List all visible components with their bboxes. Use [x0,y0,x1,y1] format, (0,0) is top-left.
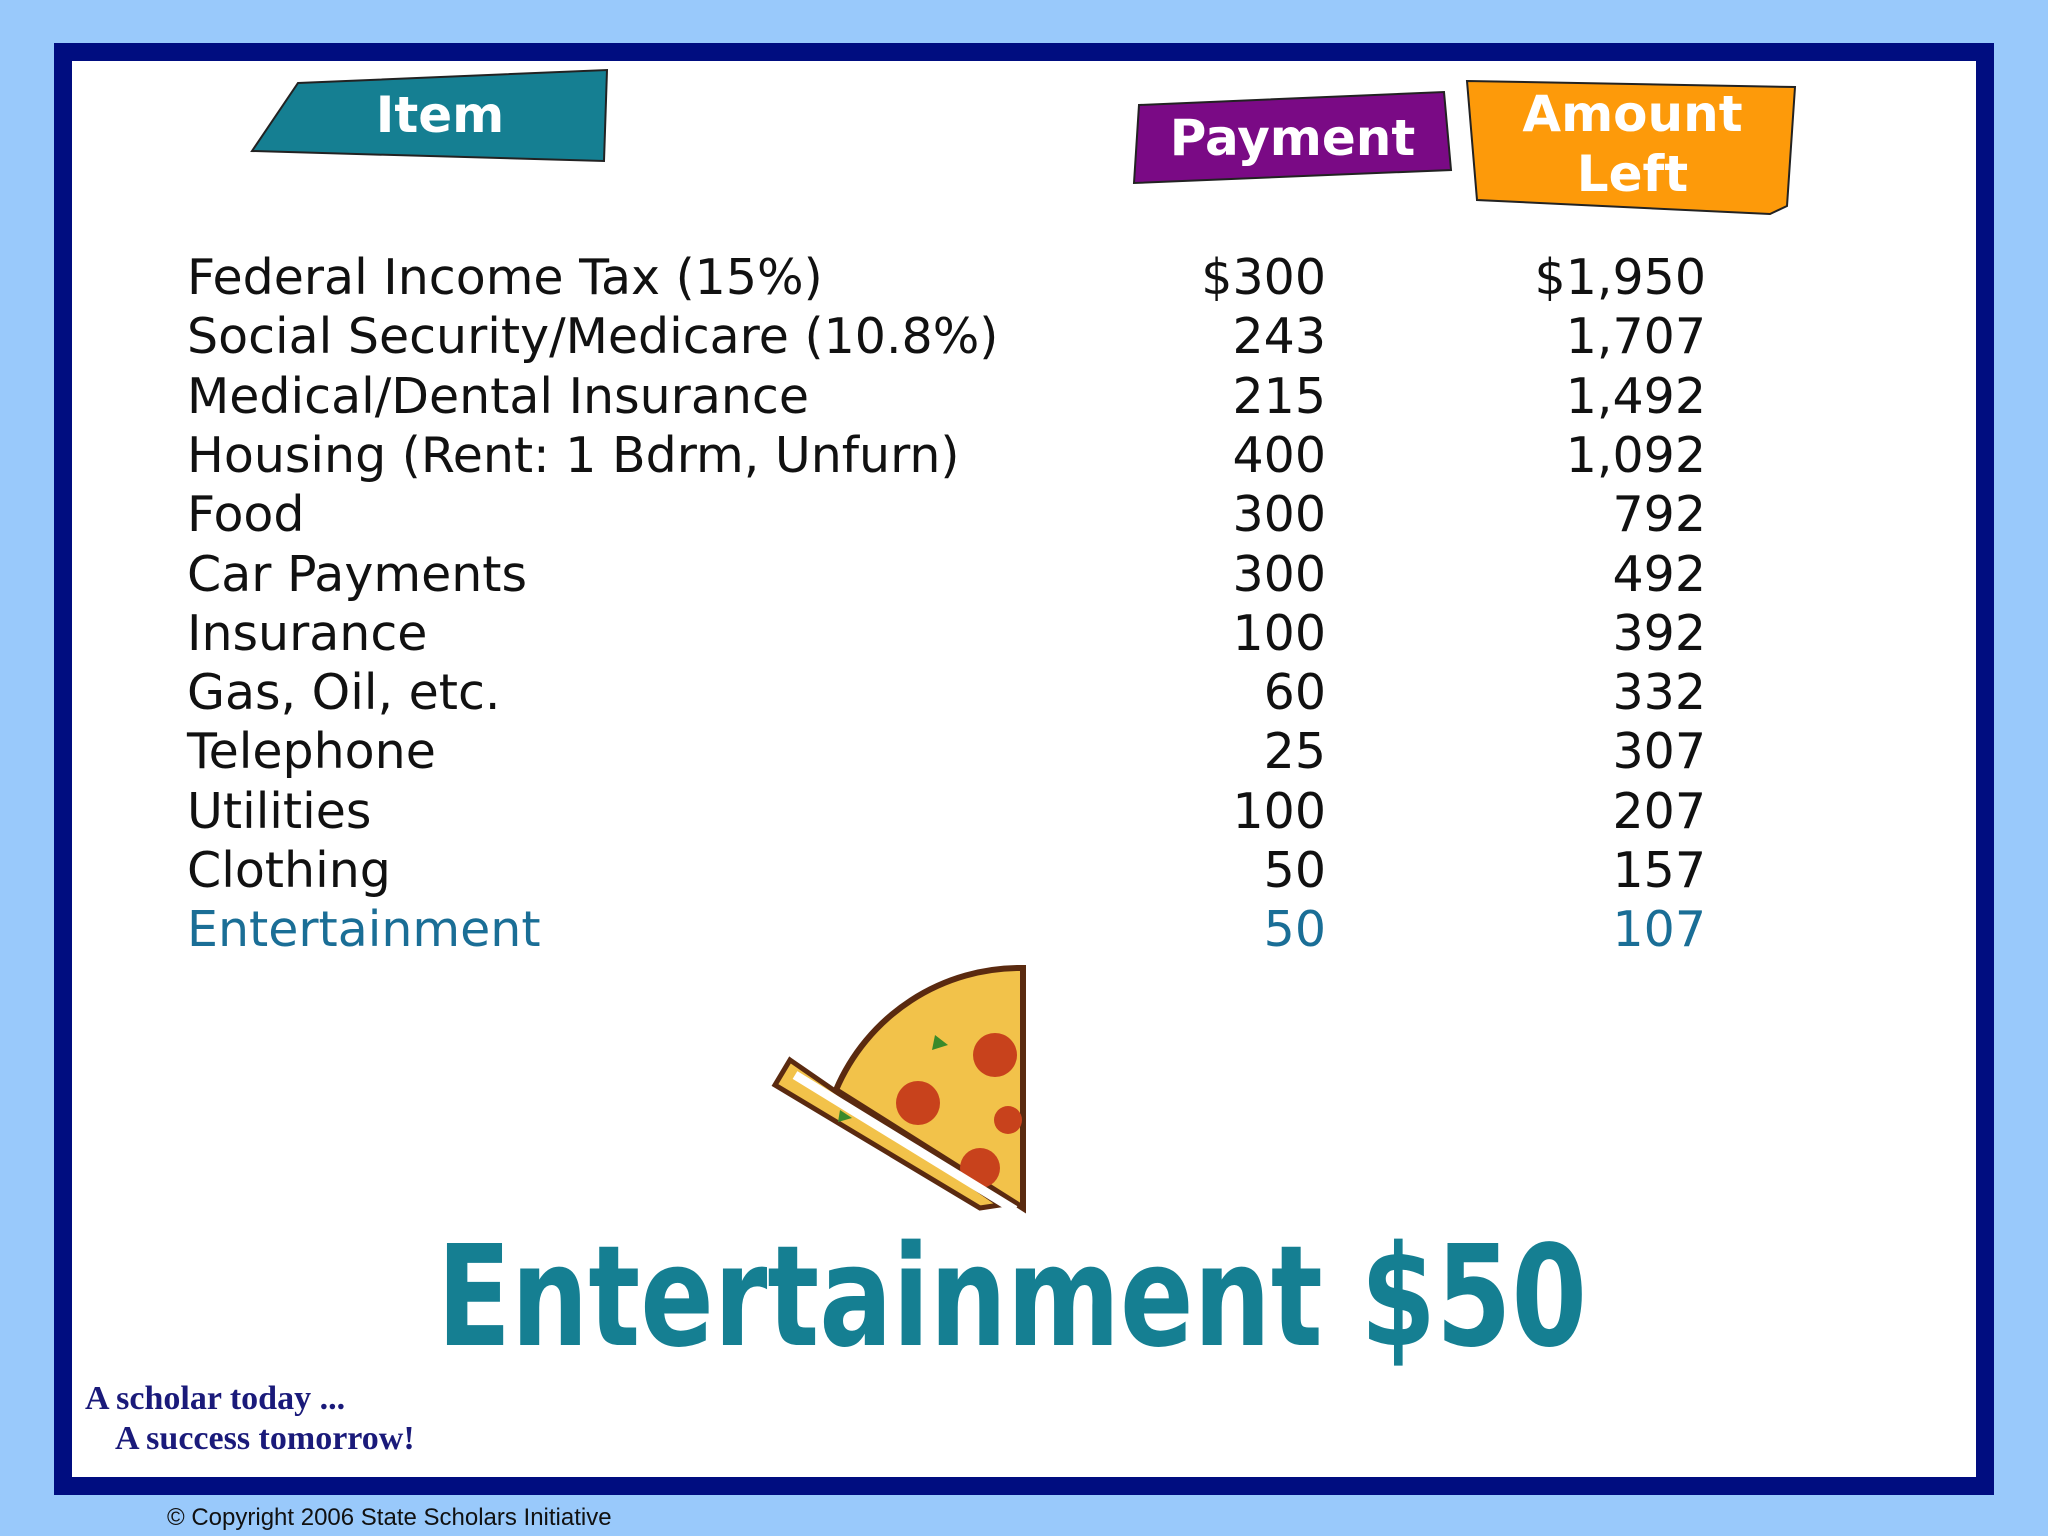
amount-left-cell: 392 [1612,604,1706,662]
motto-line: A scholar today ... [85,1380,346,1417]
payment-cell: 100 [1232,604,1326,662]
amount-left-cell: 492 [1612,545,1706,603]
item-cell: Utilities [187,782,372,840]
amount-tab-shape [1465,79,1797,216]
caption: Entertainment $50 [437,1216,1587,1379]
amount-header: Amount Left [1522,85,1743,203]
item-cell: Entertainment [187,901,541,959]
payment-cell: 100 [1232,782,1326,840]
item-header: Item [375,86,505,144]
payment-cell: 50 [1263,842,1326,899]
motto-line: A success tomorrow! [115,1420,415,1457]
amount-left-cell: 792 [1612,486,1706,544]
item-cell: Medical/Dental Insurance [187,367,809,425]
pizza-icon [771,964,1026,1214]
amount-left-cell: 1,492 [1565,367,1706,425]
payment-cell: 300 [1232,486,1326,544]
item-cell: Clothing [187,842,391,899]
payment-cell: $300 [1201,249,1326,306]
item-cell: Car Payments [187,545,528,603]
item-cell: Social Security/Medicare (10.8%) [187,308,999,366]
amount-left-cell: 1,707 [1565,308,1706,366]
copyright: © Copyright 2006 State Scholars Initiati… [167,1504,612,1531]
item-cell: Insurance [187,604,428,662]
amount-left-cell: 157 [1612,842,1706,899]
amount-left-cell: 107 [1612,901,1706,959]
payment-cell: 215 [1232,367,1326,425]
amount-left-cell: $1,950 [1534,249,1706,306]
slide-frame [54,43,1994,1495]
amount-left-cell: 332 [1612,664,1706,722]
payment-header: Payment [1169,109,1416,167]
payment-tab-shape [1132,90,1453,185]
payment-cell: 50 [1263,901,1326,959]
payment-cell: 243 [1232,308,1326,366]
amount-left-cell: 207 [1612,782,1706,840]
item-cell: Federal Income Tax (15%) [187,249,823,306]
payment-cell: 60 [1263,664,1326,722]
item-cell: Gas, Oil, etc. [187,664,501,722]
item-cell: Food [187,486,305,544]
item-tab-shape [250,68,609,163]
item-cell: Telephone [187,723,436,781]
item-cell: Housing (Rent: 1 Bdrm, Unfurn) [187,426,960,484]
payment-cell: 300 [1232,545,1326,603]
payment-cell: 400 [1232,426,1326,484]
payment-cell: 25 [1263,723,1326,781]
amount-left-cell: 1,092 [1565,426,1706,484]
amount-left-cell: 307 [1612,723,1706,781]
